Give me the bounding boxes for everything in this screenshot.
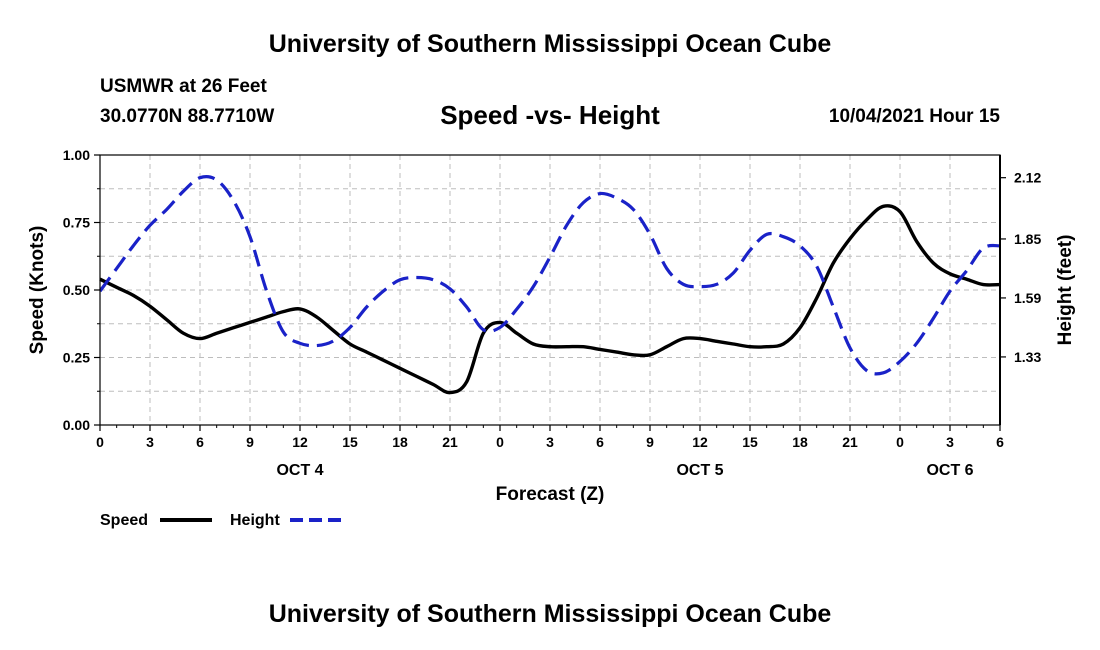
series-group <box>98 174 1001 395</box>
x-tick-label: 6 <box>196 434 204 450</box>
y-right-tick-label: 1.59 <box>1014 290 1041 306</box>
grid <box>100 155 1000 425</box>
legend-speed-label: Speed <box>100 512 148 529</box>
x-tick-label: 21 <box>442 434 458 450</box>
x-tick-label: 0 <box>96 434 104 450</box>
x-tick-label: 3 <box>146 434 154 450</box>
x-tick-label: 3 <box>946 434 954 450</box>
legend-height-label: Height <box>230 512 280 529</box>
x-tick-label: 18 <box>392 434 408 450</box>
x-tick-label: 9 <box>246 434 254 450</box>
x-tick-label: 15 <box>342 434 358 450</box>
y-left-tick-label: 0.25 <box>63 350 90 366</box>
y-left-tick-label: 1.00 <box>63 147 90 163</box>
station-label: USMWR at 26 Feet <box>100 76 267 97</box>
x-tick-label: 6 <box>596 434 604 450</box>
page-title: University of Southern Mississippi Ocean… <box>268 30 832 58</box>
legend: Speed Height <box>100 512 342 529</box>
x-tick-label: 9 <box>646 434 654 450</box>
x-day-label: OCT 5 <box>676 462 723 479</box>
x-tick-label: 6 <box>996 434 1004 450</box>
speed-series-line <box>99 204 1001 395</box>
footer-title: University of Southern Mississippi Ocean… <box>268 600 832 628</box>
y-axis-right-label: Height (feet) <box>1055 235 1076 346</box>
x-tick-label: 3 <box>546 434 554 450</box>
x-tick-label: 18 <box>792 434 808 450</box>
y-right-tick-label: 1.85 <box>1014 231 1041 247</box>
x-day-label: OCT 4 <box>276 462 323 479</box>
y-left-tick-label: 0.50 <box>63 282 90 298</box>
y-axis-left-label: Speed (Knots) <box>27 226 48 355</box>
forecast-datetime: 10/04/2021 Hour 15 <box>828 106 1000 127</box>
y-left-tick-label: 0.75 <box>63 215 90 231</box>
axis-ticks: 0 3 6 9 12 15 18 21 0 3 6 9 12 15 18 21 0 3 6 OCT 4 OCT 5 OCT… <box>63 147 1042 479</box>
x-day-label: OCT 6 <box>926 462 973 479</box>
x-tick-label: 15 <box>742 434 758 450</box>
x-tick-label: 12 <box>292 434 308 450</box>
height-series-line <box>98 174 1001 376</box>
y-right-tick-label: 1.33 <box>1014 349 1041 365</box>
x-tick-label: 0 <box>496 434 504 450</box>
x-tick-label: 0 <box>896 434 904 450</box>
chart-title: Speed -vs- Height <box>440 100 660 130</box>
y-right-tick-label: 2.12 <box>1014 170 1041 186</box>
coordinates-label: 30.0770N 88.7710W <box>100 106 275 127</box>
y-left-tick-label: 0.00 <box>63 417 90 433</box>
x-axis-label: Forecast (Z) <box>496 484 605 505</box>
x-tick-label: 21 <box>842 434 858 450</box>
x-tick-label: 12 <box>692 434 708 450</box>
